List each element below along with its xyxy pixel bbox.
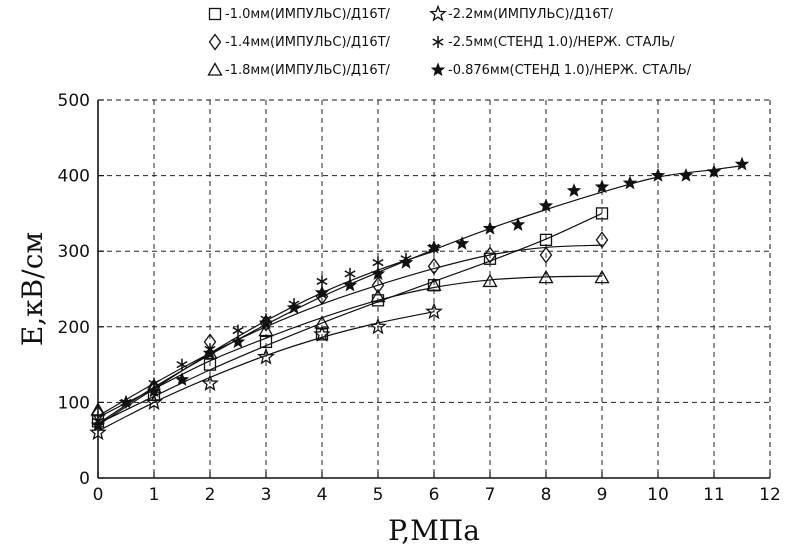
legend-marker-3 bbox=[207, 62, 223, 76]
series-line-1 bbox=[97, 212, 603, 425]
y-tick-label: 400 bbox=[58, 167, 90, 187]
data-point-s6 bbox=[678, 167, 694, 182]
series-line-3 bbox=[97, 275, 603, 419]
series-line-4 bbox=[97, 311, 435, 432]
legend-marker-5 bbox=[432, 36, 444, 48]
legend-item-2: -1.4мм(ИМПУЛЬС)/Д16Т/ bbox=[208, 33, 391, 51]
data-point-s6 bbox=[454, 236, 470, 250]
legend-marker-4 bbox=[429, 4, 447, 22]
legend-label-4: -2.2мм(ИМПУЛЬС)/Д16Т/ bbox=[448, 7, 614, 22]
axes bbox=[97, 99, 771, 479]
y-tick-label: 500 bbox=[58, 91, 90, 111]
data-point-s2 bbox=[483, 246, 497, 264]
data-point-s6 bbox=[398, 254, 414, 269]
legend-item-1: -1.0мм(ИМПУЛЬС)/Д16Т/ bbox=[208, 7, 391, 22]
legend-item-4: -2.2мм(ИМПУЛЬС)/Д16Т/ bbox=[429, 4, 614, 22]
data-point-s3 bbox=[370, 288, 386, 303]
data-point-s3 bbox=[594, 269, 610, 284]
legend-item-5: -2.5мм(СТЕНД 1.0)/НЕРЖ. СТАЛЬ/ bbox=[432, 35, 675, 50]
y-tick-label: 300 bbox=[58, 242, 90, 262]
series-curves bbox=[97, 165, 743, 432]
data-point-s6 bbox=[426, 239, 442, 254]
data-point-s2 bbox=[595, 231, 609, 249]
data-point-s6 bbox=[510, 217, 526, 231]
legend-marker-6 bbox=[430, 62, 446, 77]
data-point-s1 bbox=[259, 335, 273, 349]
x-tick-label: 6 bbox=[429, 485, 440, 505]
x-tick-label: 4 bbox=[317, 485, 328, 505]
data-point-s6 bbox=[146, 383, 162, 398]
data-point-s4 bbox=[257, 347, 275, 365]
legend-label-1: -1.0мм(ИМПУЛЬС)/Д16Т/ bbox=[225, 7, 391, 22]
data-point-s1 bbox=[595, 207, 609, 220]
y-axis-title: E,кВ/см bbox=[16, 232, 49, 346]
data-point-s5 bbox=[176, 358, 188, 371]
x-tick-label: 2 bbox=[205, 485, 216, 505]
legend: -1.0мм(ИМПУЛЬС)/Д16Т/ -2.2мм(ИМПУЛЬС)/Д16… bbox=[207, 4, 692, 78]
data-point-s6 bbox=[650, 167, 666, 182]
x-tick-label: 7 bbox=[485, 485, 496, 505]
x-tick-label: 3 bbox=[261, 485, 272, 505]
data-point-s1 bbox=[203, 358, 217, 371]
data-point-s6 bbox=[538, 198, 554, 212]
data-point-s6 bbox=[174, 372, 190, 386]
legend-label-5: -2.5мм(СТЕНД 1.0)/НЕРЖ. СТАЛЬ/ bbox=[448, 35, 675, 50]
data-point-s6 bbox=[286, 300, 302, 315]
x-tick-label: 11 bbox=[703, 485, 725, 505]
data-point-s6 bbox=[314, 285, 330, 299]
data-point-s4 bbox=[145, 393, 163, 410]
x-tick-label: 8 bbox=[541, 485, 552, 505]
y-tick-label: 0 bbox=[79, 469, 90, 489]
data-point-s4 bbox=[313, 325, 331, 342]
legend-label-2: -1.4мм(ИМПУЛЬС)/Д16Т/ bbox=[225, 35, 391, 50]
legend-label-3: -1.8мм(ИМПУЛЬС)/Д16Т/ bbox=[225, 63, 391, 78]
y-tick-label: 100 bbox=[58, 393, 90, 413]
data-point-s2 bbox=[315, 287, 329, 306]
data-point-s4 bbox=[369, 317, 387, 335]
data-point-s3 bbox=[258, 322, 274, 337]
data-point-s1 bbox=[315, 328, 329, 341]
data-point-s2 bbox=[539, 246, 553, 264]
series-markers bbox=[89, 156, 750, 441]
data-point-s3 bbox=[482, 273, 498, 288]
data-point-s1 bbox=[483, 252, 497, 265]
data-point-s6 bbox=[342, 277, 358, 292]
legend-label-6: -0.876мм(СТЕНД 1.0)/НЕРЖ. СТАЛЬ/ bbox=[448, 63, 692, 78]
grid bbox=[98, 100, 770, 478]
data-point-s4 bbox=[201, 374, 219, 392]
data-point-s6 bbox=[258, 315, 274, 330]
legend-marker-2 bbox=[208, 33, 222, 51]
legend-marker-1 bbox=[208, 7, 222, 21]
data-point-s1 bbox=[539, 233, 553, 247]
data-point-s6 bbox=[370, 266, 386, 281]
data-point-s6 bbox=[734, 156, 750, 171]
data-point-s2 bbox=[427, 257, 441, 275]
y-tick-label: 200 bbox=[58, 318, 90, 338]
series-line-2 bbox=[97, 244, 603, 417]
x-tick-label: 9 bbox=[597, 485, 608, 505]
data-point-s6 bbox=[622, 175, 638, 190]
data-point-s6 bbox=[706, 164, 722, 178]
x-tick-label: 10 bbox=[647, 485, 669, 505]
x-tick-label: 12 bbox=[759, 485, 781, 505]
legend-item-6: -0.876мм(СТЕНД 1.0)/НЕРЖ. СТАЛЬ/ bbox=[430, 62, 692, 78]
legend-item-3: -1.8мм(ИМПУЛЬС)/Д16Т/ bbox=[207, 62, 391, 78]
data-point-s3 bbox=[538, 269, 554, 284]
x-tick-label: 5 bbox=[373, 485, 384, 505]
data-point-s3 bbox=[426, 277, 442, 291]
data-point-s6 bbox=[118, 394, 134, 409]
data-point-s6 bbox=[230, 334, 246, 349]
x-axis-title: P,МПа bbox=[388, 514, 480, 547]
data-point-s4 bbox=[425, 302, 443, 320]
data-point-s6 bbox=[566, 183, 582, 197]
x-tick-label: 0 bbox=[93, 485, 104, 505]
data-point-s6 bbox=[594, 179, 610, 194]
data-point-s6 bbox=[482, 220, 498, 235]
data-point-s2 bbox=[371, 276, 385, 294]
data-point-s6 bbox=[202, 345, 218, 360]
x-tick-label: 1 bbox=[149, 485, 160, 505]
series-line-6 bbox=[97, 165, 743, 425]
